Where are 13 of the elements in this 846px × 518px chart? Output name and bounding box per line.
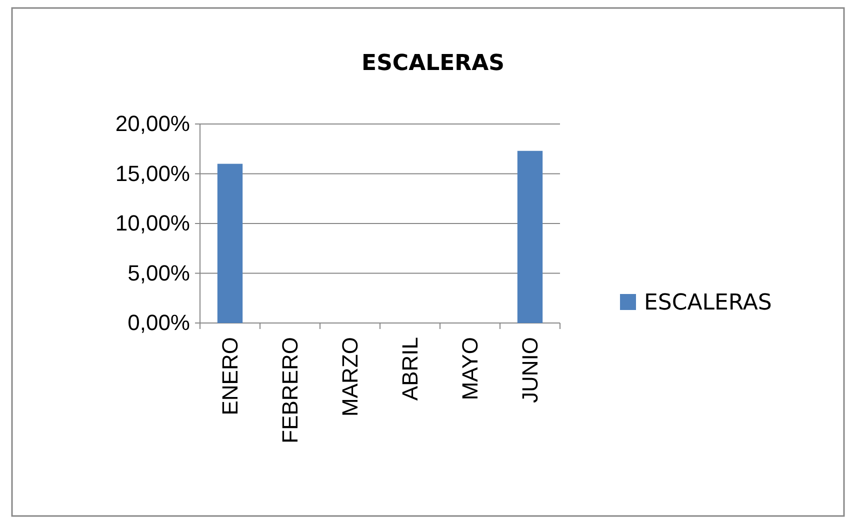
- y-tick-label: 20,00%: [115, 111, 190, 136]
- x-tick-label: ABRIL: [398, 337, 423, 401]
- y-tick-label: 15,00%: [115, 160, 190, 186]
- x-tick-label: FEBRERO: [278, 337, 303, 444]
- y-tick-label: 5,00%: [128, 260, 190, 286]
- x-tick-label: MAYO: [458, 337, 483, 400]
- x-tick-label: ENERO: [218, 337, 243, 416]
- y-tick-label: 0,00%: [128, 310, 190, 336]
- x-tick-label: JUNIO: [518, 337, 543, 403]
- legend-label: ESCALERAS: [644, 290, 772, 316]
- y-tick-label: 10,00%: [115, 210, 190, 236]
- x-tick-label: MARZO: [338, 337, 363, 416]
- chart-title: ESCALERAS: [362, 51, 504, 76]
